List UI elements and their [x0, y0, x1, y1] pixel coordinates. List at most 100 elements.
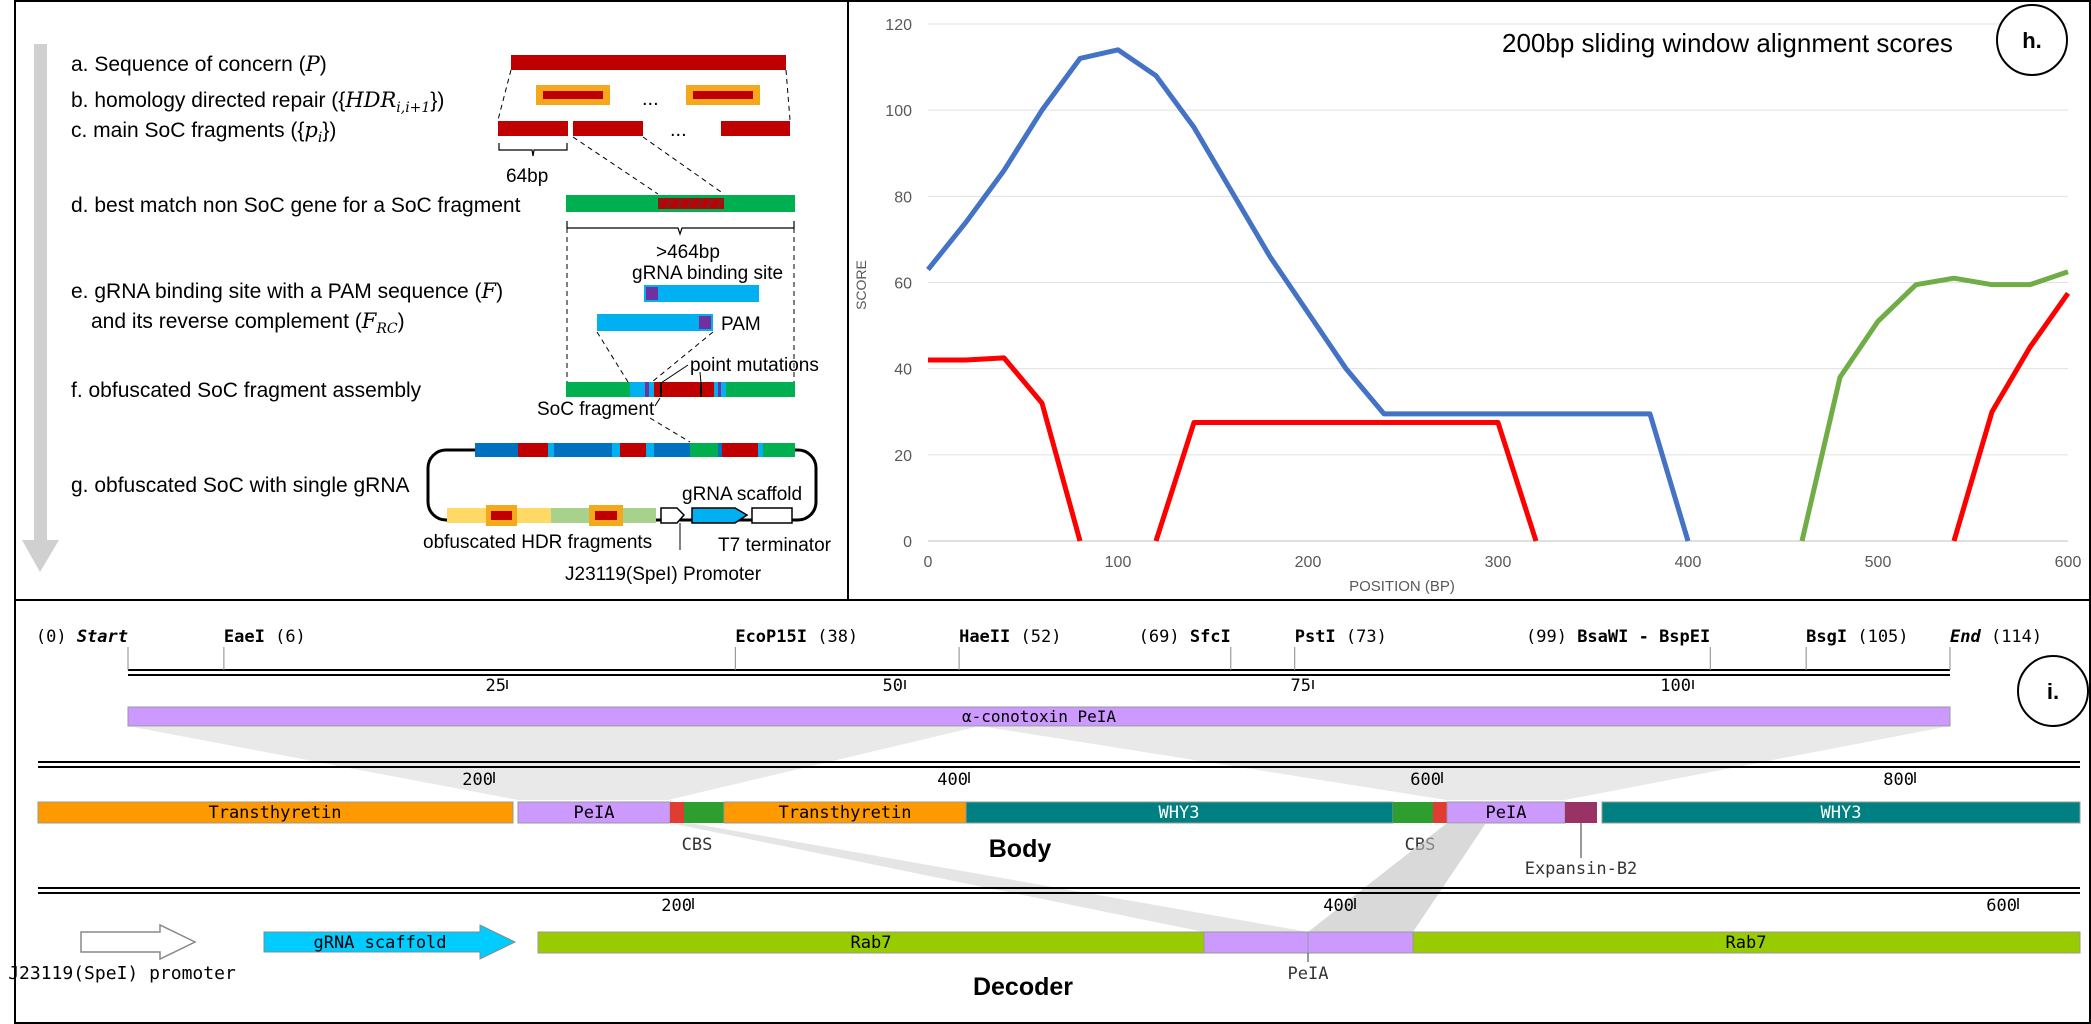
chart-title: 200bp sliding window alignment scores	[1502, 28, 1953, 58]
ellipsis-c: ...	[670, 119, 687, 141]
decoder-map: J23119(SpeI) promoter gRNA scaffold Rab7…	[8, 923, 2081, 1001]
mutation-2	[700, 382, 702, 397]
pam-reverse	[699, 316, 711, 329]
body-seg-expansin	[1565, 802, 1597, 823]
frag-2	[573, 121, 643, 136]
dash-e1	[596, 331, 629, 383]
label-b: b. homology directed repair ({HDRi,i+1})	[71, 88, 444, 116]
site-label: EcoP15I (38)	[735, 627, 858, 647]
label-e2: and its reverse complement (FRC)	[91, 309, 405, 337]
plasmid-cyan-3	[646, 443, 654, 457]
site-label: EaeI (6)	[224, 627, 306, 647]
body-label-peia-1: PeIA	[574, 803, 615, 823]
assembly-pam	[645, 382, 649, 397]
y-tick-label: 40	[894, 362, 912, 379]
chart-y-ticks: 0 20 40 60 80 100 120	[885, 17, 912, 551]
plasmid-red-3	[722, 443, 758, 457]
pm-line-1	[660, 364, 689, 384]
site-label: (0) Start	[36, 627, 128, 647]
y-tick-label: 120	[885, 17, 912, 34]
projection-3	[670, 823, 1308, 932]
decoder-tick-marks	[692, 898, 2019, 909]
label-d: d. best match non SoC gene for a SoC fra…	[71, 194, 521, 217]
restriction-sites: (0) Start EaeI (6) EcoP15I (38) HaeII (52) (…	[36, 627, 2042, 670]
text-grna-scaffold: gRNA scaffold	[682, 484, 802, 505]
chart-ylabel: SCORE	[853, 260, 869, 310]
y-tick-label: 60	[894, 276, 912, 293]
body-seg-red-1	[670, 802, 684, 823]
text-grna-site: gRNA binding site	[632, 263, 783, 284]
x-tick-label: 400	[1675, 554, 1702, 571]
body-seg-why3-2	[1601, 801, 2081, 824]
label-f: f. obfuscated SoC fragment assembly	[71, 379, 422, 402]
decoder-promoter-arrow	[80, 923, 197, 961]
panel-map: i. (0) Start EaeI (6) EcoP15I (38) HaeII (5…	[8, 599, 2091, 1024]
decoder-label-peia: PeIA	[1288, 964, 1329, 984]
body-label-expansin: Expansin-B2	[1525, 859, 1638, 879]
frag-3	[721, 121, 790, 136]
body-tick-400: 400	[937, 770, 968, 790]
chart-grid	[928, 23, 2068, 542]
decoder-ruler: 200 400 600	[38, 887, 2080, 916]
site-label: (99) BsaWI - BspEI	[1526, 627, 1710, 647]
decoder-seg-rab7-2	[1412, 931, 2081, 954]
assembly-soc	[654, 382, 714, 397]
label-a: a. Sequence of concern (P)	[71, 52, 327, 76]
dash-c2	[642, 136, 725, 195]
decoder-scaffold-arrow	[263, 924, 517, 960]
grna-forward	[644, 285, 759, 302]
x-tick-label: 500	[1865, 554, 1892, 571]
body-seg-cbs-2	[1393, 802, 1433, 823]
body-map: Transthyretin PeIA Transthyretin WHY3 Pe…	[37, 801, 2081, 879]
x-tick-label: 300	[1485, 554, 1512, 571]
ellipsis-b: ...	[642, 88, 659, 110]
body-seg-cbs-1	[684, 802, 724, 823]
flow-arrow-head	[22, 540, 59, 572]
top-tick-marks	[506, 680, 1694, 689]
body-tick-800: 800	[1883, 770, 1914, 790]
site-label: HaeII (52)	[959, 627, 1061, 647]
decoder-scaffold-label: gRNA scaffold	[313, 933, 446, 953]
body-label-transthyretin-2: Transthyretin	[778, 803, 911, 823]
projection-4	[1308, 823, 1486, 932]
dash-c1	[572, 136, 659, 195]
text-64bp: 64bp	[506, 166, 548, 187]
plasmid-cyan-1	[548, 443, 554, 457]
site-label: End (114)	[1950, 627, 2042, 647]
text-promoter: J23119(SpeI) Promoter	[565, 564, 762, 585]
hdr-green-1	[551, 508, 589, 523]
plasmid-cyan-4	[758, 443, 763, 457]
series-line-2	[928, 355, 1083, 542]
plasmid-red-1	[518, 443, 548, 457]
mutation-1	[660, 382, 662, 397]
chart-series	[926, 47, 2071, 542]
chart-xlabel: POSITION (BP)	[1349, 578, 1455, 595]
top-tick-50: 50	[883, 676, 903, 696]
assembly-pam-2	[718, 382, 721, 397]
grna-reverse	[597, 314, 713, 331]
body-seg-red-2	[1433, 802, 1447, 823]
top-tick-100: 100	[1660, 676, 1691, 696]
series-line-4	[1799, 269, 2069, 542]
body-tick-200: 200	[462, 770, 493, 790]
top-tick-75: 75	[1291, 676, 1311, 696]
body-tick-marks	[493, 772, 1916, 783]
panel-h-badge	[1996, 4, 2068, 76]
hdr-green-2	[623, 508, 656, 523]
y-tick-label: 0	[903, 534, 912, 551]
pam-forward	[646, 287, 658, 300]
dash-e2	[651, 331, 714, 383]
body-seg-transthyretin-1	[37, 801, 514, 824]
plasmid-top-bar	[475, 443, 795, 457]
hdr-core-2	[693, 91, 753, 99]
plasmid-green-1	[690, 443, 718, 457]
conotoxin-label: α-conotoxin PeIA	[962, 707, 1116, 726]
body-title: Body	[989, 835, 1052, 863]
decoder-tick-200: 200	[661, 896, 692, 916]
scaffold-arrow	[691, 507, 749, 524]
x-tick-label: 0	[924, 554, 933, 571]
hdr-red-2	[595, 511, 617, 520]
x-tick-label: 200	[1295, 554, 1322, 571]
frag-1	[498, 121, 568, 136]
